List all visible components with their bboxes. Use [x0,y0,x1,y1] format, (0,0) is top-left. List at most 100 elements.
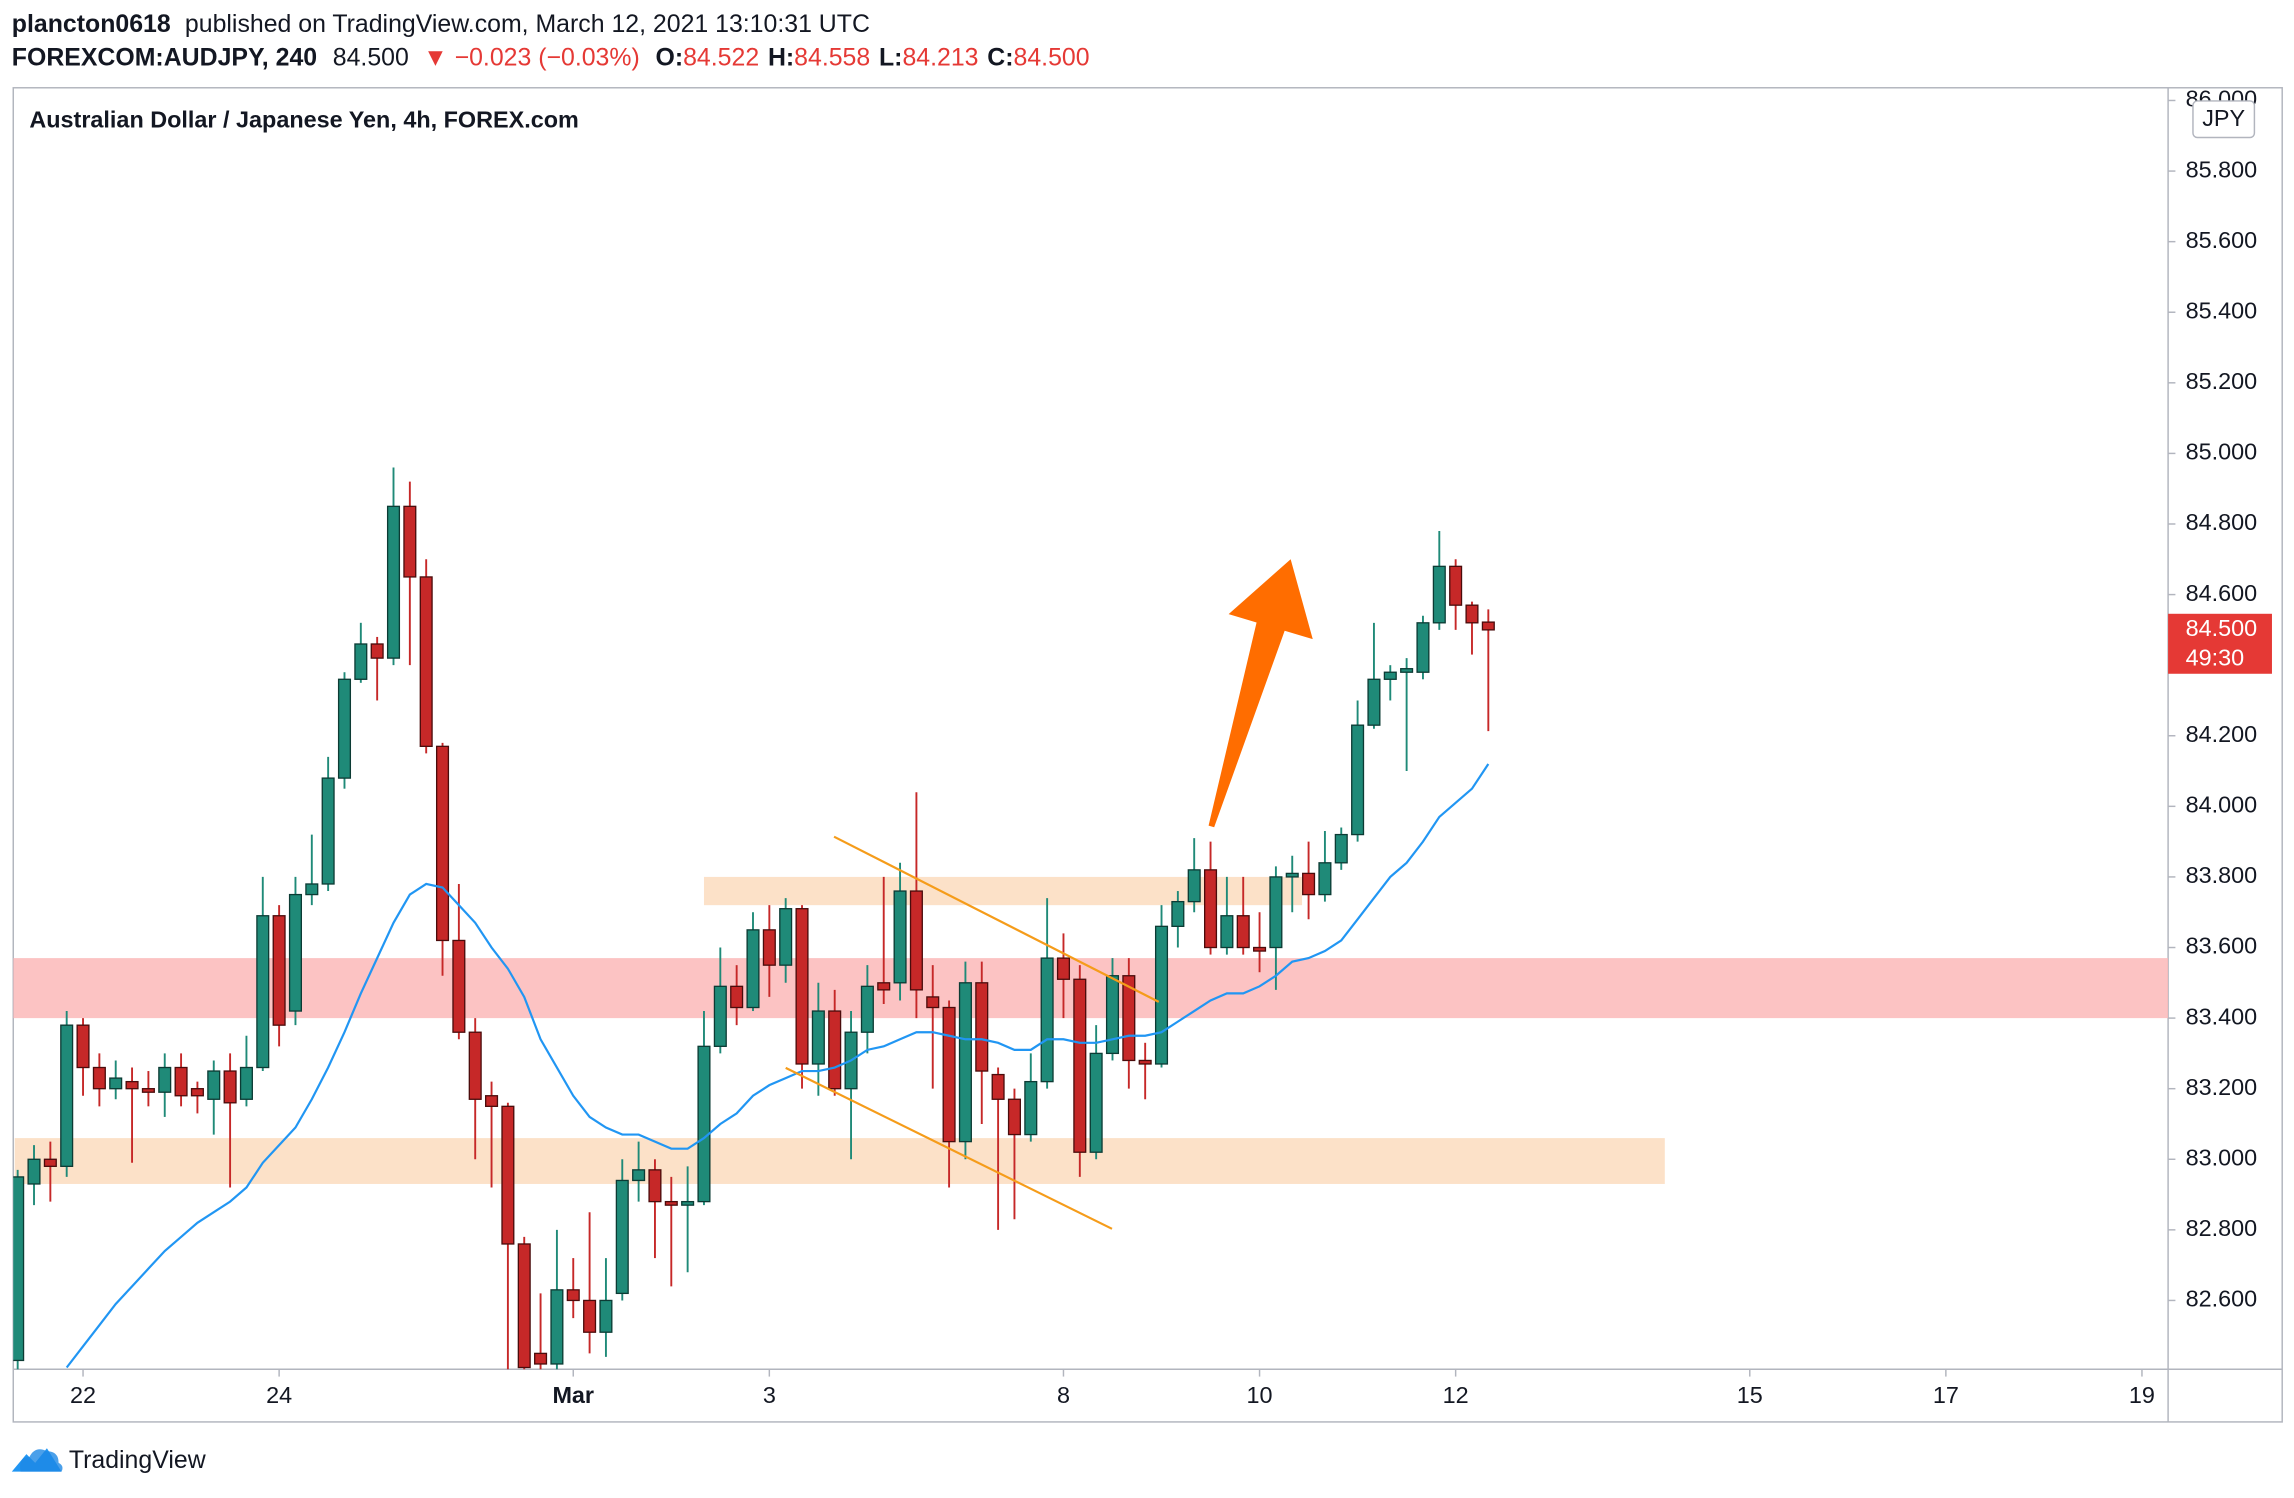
candle-body [1449,565,1463,606]
candle-body [1481,621,1495,631]
candle-body [1138,1059,1152,1065]
candle-body [305,883,319,896]
ohlc-label: L: [879,43,902,71]
x-tick-label: 3 [763,1382,776,1408]
candle-body [517,1243,531,1369]
candle-body [681,1200,695,1206]
candles [13,467,1495,1370]
candle-body [1024,1080,1038,1136]
candle-body [485,1095,499,1107]
candle-body [713,985,727,1047]
x-tick-label: 19 [2129,1382,2155,1408]
candle-body [1203,869,1218,949]
candle-body [370,643,384,659]
y-tick-label: 83.800 [2186,862,2258,888]
candle-body [648,1169,662,1203]
y-tick-label: 85.400 [2186,297,2258,323]
candle-body [207,1070,221,1100]
ohlc-label: H: [768,43,794,71]
candle-body [975,982,989,1072]
candle-body [795,908,809,1065]
candle-body [1089,1052,1103,1153]
candle-body [1073,978,1087,1153]
candle-body [1154,925,1169,1065]
candle-body [1056,957,1071,980]
candle-body [354,643,368,680]
candle-body [615,1179,629,1295]
y-tick-label: 85.000 [2186,439,2258,465]
publish-line: plancton0618 published on TradingView.co… [12,9,870,37]
candle-body [991,1073,1005,1100]
candle-body [1432,565,1446,624]
y-tick-label: 85.600 [2186,227,2258,253]
candle-body [942,1006,956,1143]
candle-body [860,985,874,1033]
drawings [785,559,1313,1230]
candle-body [1105,975,1120,1055]
candle-body [337,678,352,779]
candle-body [419,576,433,748]
candle-body [1302,872,1316,896]
published: published on TradingView.com, March 12, … [185,9,870,37]
candle-body [43,1158,57,1167]
candle-body [828,1010,842,1090]
ohlc-value: 84.500 [1014,43,1090,71]
candle-body [583,1299,597,1333]
y-tick-label: 85.200 [2186,368,2258,394]
footer: TradingView [11,1446,207,1474]
candle-body [877,982,891,991]
trend-line [833,835,1160,1003]
ohlc-value: 84.522 [683,43,759,71]
candle-body [288,893,303,1012]
candle-body [1351,724,1365,836]
x-tick-label: 17 [1933,1382,1959,1408]
last: 84.500 [333,43,409,71]
countdown: 49:30 [2186,644,2245,670]
candle-body [158,1066,172,1093]
y-tick-label: 84.600 [2186,580,2258,606]
y-tick-label: 83.600 [2186,933,2258,959]
candle-body [13,1176,25,1362]
candle-body [926,996,940,1009]
trend-line [785,1066,1113,1230]
moving-average [65,763,1490,1369]
change: ▼ −0.023 (−0.03%) [423,43,640,71]
candle-body [893,890,907,984]
x-tick-label: 12 [1443,1382,1469,1408]
candle-body [272,915,286,1026]
candle-body [1285,872,1299,878]
y-tick-label: 84.800 [2186,509,2258,535]
y-tick-label: 82.600 [2186,1286,2258,1312]
candle-body [958,982,972,1143]
candle-body [534,1352,548,1365]
candle-body [321,777,335,885]
zone [14,1138,1665,1184]
ohlc-value: 84.213 [902,43,978,71]
x-tick-label: 24 [266,1382,292,1408]
x-tick-label: 8 [1057,1382,1070,1408]
currency-box [2192,100,2256,139]
candle-body [1334,833,1348,864]
y-tick-label: 83.200 [2186,1074,2258,1100]
candle-body [632,1169,646,1182]
candle-body [664,1200,678,1206]
candle-body [762,929,776,966]
symbol: FOREXCOM:AUDJPY, 240 [12,43,317,71]
candle-body [1383,671,1397,680]
candle-body [550,1289,564,1365]
y-tick-label: 83.000 [2186,1144,2258,1170]
candle-body [779,908,793,966]
candle-body [501,1105,515,1245]
candle-body [909,890,923,991]
candle-body [125,1080,139,1090]
x-tick-label: Mar [552,1382,594,1408]
author: plancton0618 [12,9,171,37]
candle-body [468,1031,482,1100]
candle-body [239,1066,253,1100]
last-price-box [2168,613,2272,674]
candle-body [190,1088,204,1097]
quote-line: FOREXCOM:AUDJPY, 240 84.500 ▼ −0.023 (−0… [12,43,1090,71]
